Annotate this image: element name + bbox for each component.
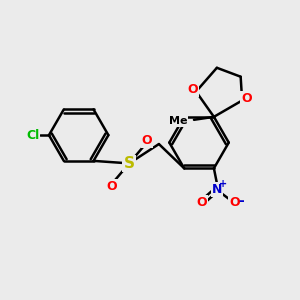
- Text: O: O: [142, 134, 152, 147]
- Text: Me: Me: [169, 116, 187, 126]
- Text: O: O: [241, 92, 252, 105]
- Text: O: O: [106, 180, 117, 193]
- Text: Cl: Cl: [26, 129, 39, 142]
- Text: -: -: [238, 194, 244, 208]
- Text: O: O: [188, 83, 198, 96]
- Text: +: +: [219, 179, 227, 189]
- Text: O: O: [230, 196, 240, 209]
- Text: N: N: [212, 183, 222, 196]
- Text: S: S: [124, 156, 135, 171]
- Text: O: O: [197, 196, 207, 209]
